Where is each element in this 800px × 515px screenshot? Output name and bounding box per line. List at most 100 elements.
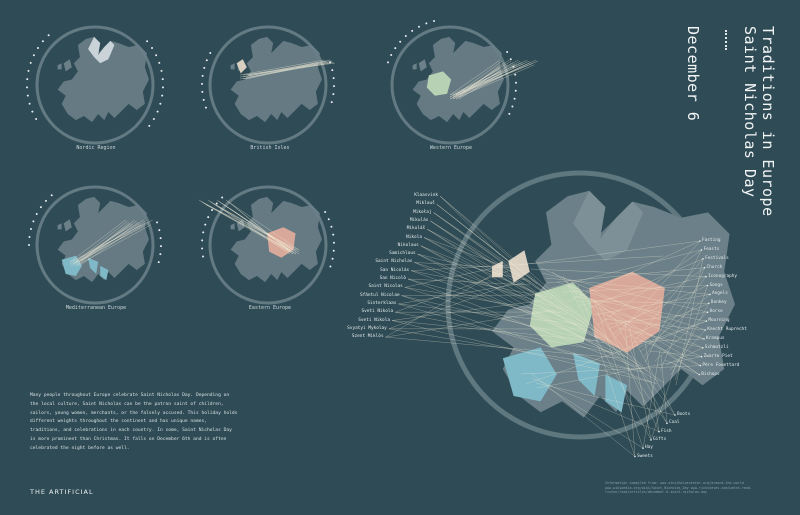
map-eastern-dot: [204, 223, 207, 226]
tradition-connector: [593, 298, 644, 449]
map-british-connector: [239, 59, 325, 76]
tradition-connector: [576, 300, 709, 304]
tradition-dot: [703, 338, 705, 340]
tradition-connector: [577, 284, 636, 457]
map-british-dot: [331, 69, 334, 72]
map-mediterranean-dot: [159, 245, 162, 248]
map-mediterranean-dot: [28, 244, 30, 246]
tradition-connector: [581, 258, 704, 312]
large-nordic: [573, 190, 644, 261]
map-mediterranean-connector: [69, 219, 126, 263]
name-connector: [439, 195, 607, 338]
map-western-dot: [508, 112, 511, 115]
tradition-connector: [545, 277, 711, 295]
map-british-highlight: [236, 59, 247, 74]
map-nordic: [26, 25, 164, 145]
map-eastern-connector: [213, 203, 291, 255]
tradition-connector: [536, 356, 702, 389]
name-connector: [391, 320, 652, 383]
region-label-nordic: Nordic Region: [76, 145, 116, 151]
saint-name-label: San Nicolò: [379, 276, 406, 281]
name-connector: [420, 245, 659, 382]
tradition-dot: [704, 329, 706, 331]
map-western-dot: [404, 34, 407, 37]
map-british-dot: [204, 106, 207, 109]
tradition-connector: [612, 267, 705, 335]
map-eastern-dot: [332, 233, 335, 236]
map-british-dot: [332, 77, 335, 80]
map-western-dot: [394, 47, 397, 50]
map-nordic-dot: [29, 61, 32, 64]
map-western-connector: [452, 61, 539, 96]
map-nordic-ring: [35, 25, 155, 145]
map-western-dot: [386, 61, 389, 64]
name-connector: [391, 320, 599, 342]
map-nordic-dot: [36, 46, 39, 49]
tradition-connector: [550, 249, 702, 289]
name-connector: [401, 294, 541, 296]
map-nordic-dot: [152, 118, 155, 120]
map-western-dot: [418, 25, 421, 28]
name-connector: [404, 287, 621, 356]
tradition-connector: [629, 331, 676, 416]
map-nordic-dot: [148, 124, 151, 127]
map-nordic-dot: [151, 46, 154, 49]
tradition-dot: [700, 355, 703, 358]
tradition-connector: [531, 377, 660, 432]
name-connector: [388, 280, 519, 329]
name-connector: [391, 299, 546, 321]
source-text: Information compiled from: www.stnichola…: [605, 481, 752, 495]
map-nordic-dot: [26, 78, 29, 81]
tradition-dot: [650, 439, 652, 441]
name-connector: [427, 229, 585, 324]
map-british-dot: [202, 98, 205, 101]
map-nordic-dot: [156, 110, 159, 113]
map-eastern-dot: [324, 211, 327, 213]
date-title: December 6: [684, 26, 702, 122]
map-mediterranean-islands: [57, 219, 72, 232]
map-mediterranean-dot: [159, 253, 162, 256]
map-mediterranean-dot: [32, 220, 35, 223]
tradition-dot: [708, 302, 710, 305]
saint-name-label: Mikuláš: [406, 226, 426, 232]
map-british-ring: [208, 25, 328, 145]
saint-name-label: Svyatyi Mykolay: [347, 325, 387, 331]
holiday-title: Saint Nicholas Day: [741, 26, 759, 198]
tradition-connector: [613, 240, 701, 340]
tradition-connector: [566, 280, 668, 424]
tradition-connector: [572, 295, 707, 322]
map-nordic-dot: [31, 110, 34, 113]
map-eastern-dot: [202, 231, 205, 234]
map-western-dot: [511, 105, 514, 108]
tradition-connector: [519, 240, 701, 266]
tradition-label: Songs: [709, 282, 723, 288]
tradition-dot: [666, 422, 668, 425]
map-mediterranean-connector: [75, 219, 144, 265]
name-connector: [388, 328, 636, 371]
tradition-connector: [530, 268, 707, 277]
map-mediterranean-connector: [69, 222, 148, 263]
map-western-islands: [412, 59, 427, 72]
map-western-connector: [458, 62, 513, 98]
name-connector: [398, 303, 642, 373]
name-connector: [439, 195, 554, 297]
tradition-connector: [598, 308, 700, 375]
tradition-label: Angels: [712, 291, 728, 297]
region-label-eastern: Eastern Europe: [248, 305, 292, 311]
tradition-connector: [639, 294, 711, 353]
name-connector: [407, 278, 584, 327]
saint-name-label: Nikolaus: [397, 242, 419, 248]
brand-logo: THE ARTIFICIAL: [30, 488, 94, 496]
map-nordic-dot: [146, 40, 149, 43]
saint-name-label: Klaasvink: [414, 193, 438, 198]
description-text: Many people throughout Europe celebrate …: [30, 393, 238, 451]
map-western: [386, 19, 539, 145]
map-nordic-dot: [35, 118, 38, 120]
tradition-label: Zwarte Piet: [703, 353, 733, 359]
tradition-dot: [703, 266, 706, 269]
name-connector: [411, 270, 547, 298]
map-mediterranean: [28, 185, 162, 305]
map-eastern-dot: [332, 241, 335, 244]
map-british-dot: [203, 66, 206, 69]
name-connector: [430, 220, 665, 384]
